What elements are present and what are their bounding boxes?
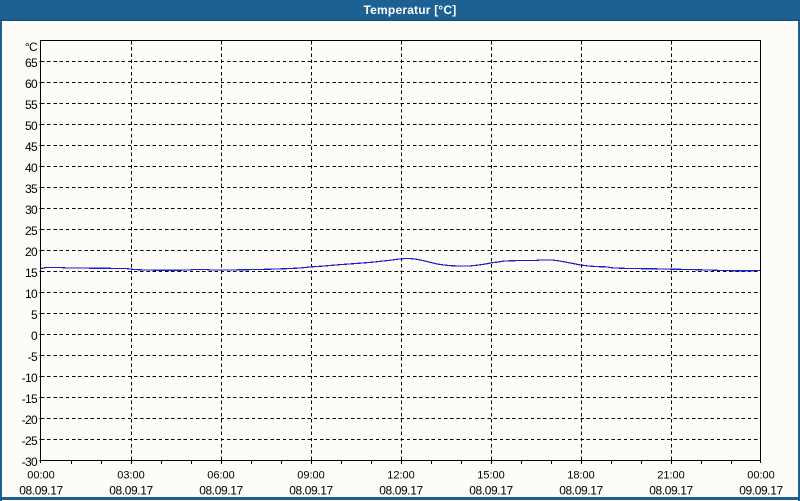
- svg-text:18:00: 18:00: [567, 470, 595, 482]
- svg-text:20: 20: [25, 245, 38, 259]
- svg-text:-25: -25: [22, 434, 38, 448]
- svg-text:Temperatur [°C]: Temperatur [°C]: [364, 3, 457, 17]
- svg-text:25: 25: [25, 224, 38, 238]
- svg-text:-10: -10: [22, 371, 38, 385]
- svg-text:08.09.17: 08.09.17: [109, 484, 153, 498]
- svg-text:30: 30: [25, 203, 38, 217]
- svg-text:15: 15: [25, 266, 38, 280]
- svg-text:45: 45: [25, 140, 38, 154]
- svg-text:08.09.17: 08.09.17: [199, 484, 243, 498]
- svg-text:08.09.17: 08.09.17: [559, 484, 603, 498]
- svg-text:09:00: 09:00: [297, 470, 325, 482]
- svg-text:50: 50: [25, 119, 38, 133]
- svg-text:°C: °C: [25, 40, 38, 54]
- svg-text:55: 55: [25, 98, 38, 112]
- svg-text:60: 60: [25, 77, 38, 91]
- svg-text:08.09.17: 08.09.17: [649, 484, 693, 498]
- svg-text:03:00: 03:00: [117, 470, 145, 482]
- svg-text:-20: -20: [22, 413, 38, 427]
- svg-text:21:00: 21:00: [657, 470, 685, 482]
- svg-text:08.09.17: 08.09.17: [19, 484, 63, 498]
- svg-text:5: 5: [31, 308, 38, 322]
- svg-text:0: 0: [31, 329, 38, 343]
- svg-text:-30: -30: [22, 455, 38, 469]
- svg-text:09.09.17: 09.09.17: [739, 484, 783, 498]
- svg-text:12:00: 12:00: [387, 470, 415, 482]
- svg-text:08.09.17: 08.09.17: [469, 484, 513, 498]
- svg-text:00:00: 00:00: [27, 470, 55, 482]
- svg-text:06:00: 06:00: [207, 470, 235, 482]
- svg-text:08.09.17: 08.09.17: [289, 484, 333, 498]
- svg-text:-5: -5: [28, 350, 38, 364]
- svg-text:65: 65: [25, 56, 38, 70]
- svg-text:-15: -15: [22, 392, 38, 406]
- svg-text:35: 35: [25, 182, 38, 196]
- svg-text:40: 40: [25, 161, 38, 175]
- svg-text:10: 10: [25, 287, 38, 301]
- svg-text:15:00: 15:00: [477, 470, 505, 482]
- svg-text:08.09.17: 08.09.17: [379, 484, 423, 498]
- svg-text:00:00: 00:00: [747, 470, 775, 482]
